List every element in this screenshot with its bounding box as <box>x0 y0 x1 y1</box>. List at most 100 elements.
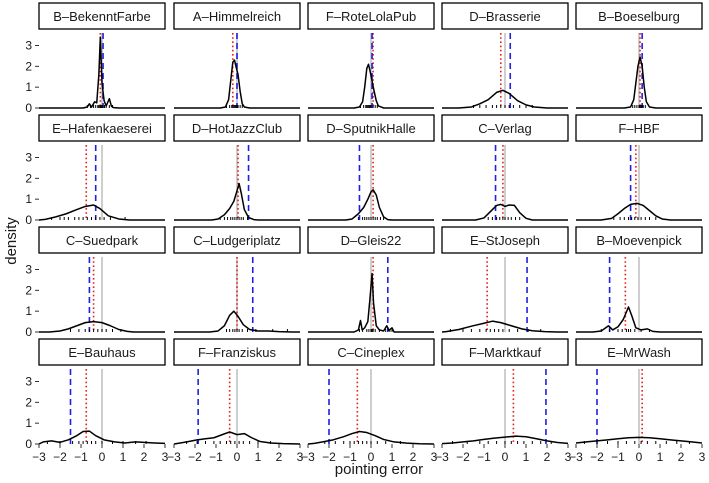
panel: F–Franziskus −3 −2 −1 0 1 2 3 <box>167 338 304 464</box>
x-tick-label: −2 <box>322 450 336 464</box>
x-tick-label: −3 <box>435 450 449 464</box>
y-tick-label: 3 <box>25 151 32 165</box>
y-tick-label: 1 <box>25 416 32 430</box>
density-curve <box>174 59 300 109</box>
panel-strip <box>441 338 569 366</box>
x-tick-label: −1 <box>477 450 491 464</box>
panel: A–Himmelreich <box>173 2 301 109</box>
x-tick-label: 1 <box>657 450 664 464</box>
x-tick-label: 0 <box>636 450 643 464</box>
panel-strip <box>173 338 301 366</box>
x-tick-label: −2 <box>590 450 604 464</box>
density-curve <box>173 431 301 445</box>
density-curve <box>174 182 300 221</box>
panel-strip <box>575 338 703 366</box>
x-tick-label: 2 <box>141 450 148 464</box>
density-curve <box>307 430 435 445</box>
panel-title: D–Gleis22 <box>341 233 402 248</box>
panel: B–Moevenpick <box>575 226 703 333</box>
panel-title: E–MrWash <box>607 345 671 360</box>
y-tick-label: 2 <box>25 171 32 185</box>
panel: C–Cineplex −3 −2 −1 0 1 2 3 <box>301 338 438 464</box>
x-tick-label: 2 <box>410 450 417 464</box>
y-tick-label: 3 <box>25 263 32 277</box>
panel-title: F–RoteLolaPub <box>326 9 416 24</box>
y-tick-label: 0 <box>25 325 32 339</box>
x-tick-label: −3 <box>569 450 583 464</box>
panel-strip <box>307 338 435 366</box>
x-tick-label: −2 <box>456 450 470 464</box>
panel: C–Verlag <box>441 114 569 221</box>
y-tick-label: 2 <box>25 59 32 73</box>
panel: D–SputnikHalle <box>307 114 435 221</box>
x-tick-label: 3 <box>162 450 169 464</box>
y-tick-label: 3 <box>25 375 32 389</box>
y-tick-label: 1 <box>25 192 32 206</box>
x-tick-label: 1 <box>255 450 262 464</box>
density-curve <box>441 320 568 333</box>
panel-title: C–Cineplex <box>337 345 405 360</box>
panel: F–RoteLolaPub <box>307 2 435 109</box>
x-tick-label: −1 <box>343 450 357 464</box>
y-tick-label: 1 <box>25 304 32 318</box>
panel-title: E–Hafenkaeserei <box>52 121 152 136</box>
panel-title: F–Franziskus <box>198 345 277 360</box>
panel: D–Brasserie <box>441 2 569 109</box>
y-tick-label: 2 <box>25 395 32 409</box>
density-curve <box>38 204 165 221</box>
panel-strip <box>307 226 435 254</box>
panel-strip <box>173 2 301 30</box>
density-curve <box>442 203 568 221</box>
panel-strip <box>38 226 166 254</box>
panel: C–Ludgeriplatz <box>173 226 301 333</box>
density-curve <box>39 320 165 333</box>
x-tick-label: 0 <box>368 450 375 464</box>
x-tick-label: −1 <box>74 450 88 464</box>
panel-title: B–BekenntFarbe <box>53 9 151 24</box>
panel-strip <box>307 114 435 142</box>
panel: F–Marktkauf −3 −2 −1 0 1 2 3 <box>435 338 572 464</box>
x-tick-label: −3 <box>301 450 315 464</box>
density-curve <box>38 430 166 445</box>
x-tick-label: 1 <box>389 450 396 464</box>
density-curve <box>174 310 300 333</box>
density-curve <box>308 189 434 221</box>
panel-title: C–Ludgeriplatz <box>193 233 280 248</box>
y-tick-label: 0 <box>25 437 32 451</box>
x-tick-label: 0 <box>502 450 509 464</box>
panel: E–Hafenkaeserei 0 1 2 3 <box>25 114 166 227</box>
density-curve <box>576 56 702 109</box>
density-curve <box>442 89 568 109</box>
x-tick-label: −2 <box>188 450 202 464</box>
panel-title: B–Boeselburg <box>598 9 680 24</box>
panel-title: F–Marktkauf <box>469 345 542 360</box>
panel: D–HotJazzClub <box>173 114 301 221</box>
x-tick-label: 3 <box>565 450 572 464</box>
panel: E–StJoseph <box>441 226 569 333</box>
panel-strip <box>38 114 166 142</box>
x-tick-label: −3 <box>167 450 181 464</box>
panel-title: D–HotJazzClub <box>192 121 282 136</box>
x-tick-label: −3 <box>32 450 46 464</box>
x-tick-label: 3 <box>431 450 438 464</box>
panel-title: E–Bauhaus <box>68 345 136 360</box>
y-tick-label: 3 <box>25 39 32 53</box>
y-tick-label: 2 <box>25 283 32 297</box>
panel-title: A–Himmelreich <box>193 9 281 24</box>
panel-title: B–Moevenpick <box>596 233 682 248</box>
density-curve <box>39 36 165 109</box>
x-tick-label: 0 <box>99 450 106 464</box>
panel-title: D–Brasserie <box>469 9 541 24</box>
x-tick-label: 2 <box>678 450 685 464</box>
panel-strip <box>575 226 703 254</box>
y-tick-label: 0 <box>25 213 32 227</box>
y-tick-label: 0 <box>25 101 32 115</box>
x-axis-title: pointing error <box>335 461 423 478</box>
panel-strip <box>441 226 569 254</box>
panel-title: C–Verlag <box>478 121 531 136</box>
panel-strip <box>575 2 703 30</box>
panel-strip <box>441 114 569 142</box>
panel-strip <box>575 114 703 142</box>
